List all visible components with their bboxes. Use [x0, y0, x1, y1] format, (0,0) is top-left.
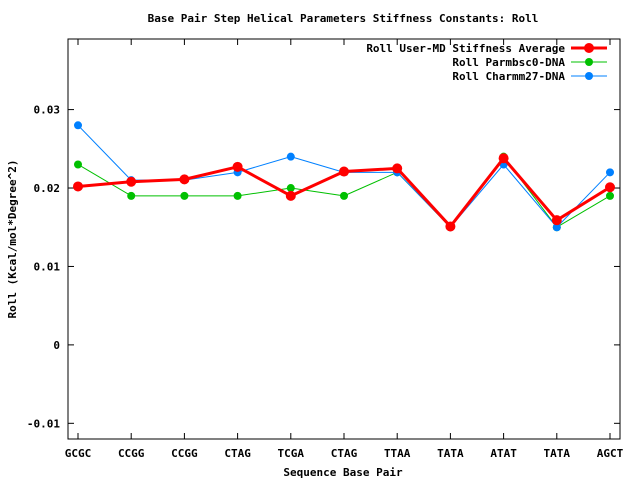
- data-point: [605, 182, 615, 193]
- x-tick-label: CCGG: [171, 447, 198, 460]
- x-tick-label: TCGA: [278, 447, 305, 460]
- x-tick-label: AGCT: [597, 447, 624, 460]
- y-tick-label: 0.02: [34, 182, 61, 195]
- x-tick-label: TATA: [544, 447, 571, 460]
- data-point: [179, 174, 190, 185]
- x-axis-label: Sequence Base Pair: [283, 466, 403, 479]
- data-point: [606, 168, 614, 177]
- x-tick-label: CTAG: [224, 447, 251, 460]
- y-tick-label: -0.01: [27, 417, 60, 430]
- series-layer: [73, 121, 615, 232]
- x-tick-label: TATA: [437, 447, 464, 460]
- x-axis: GCGC CCGG CCGG CTAG TCGA CTAG TTAA TATA ATAT TATA…: [65, 39, 624, 460]
- legend-label: Roll Parmbsc0-DNA: [452, 56, 565, 69]
- data-point: [340, 191, 348, 200]
- data-point: [392, 163, 403, 174]
- x-tick-label: GCGC: [65, 447, 92, 460]
- x-tick-label: ATAT: [490, 447, 517, 460]
- data-point: [551, 215, 562, 226]
- data-point: [552, 223, 561, 232]
- y-axis-label: Roll (Kcal/mol*Degree^2): [6, 160, 19, 319]
- legend-label: Roll Charmm27-DNA: [452, 70, 565, 83]
- legend-swatch-marker: [585, 58, 593, 66]
- data-point: [286, 184, 295, 193]
- data-point: [126, 176, 137, 187]
- data-point: [74, 121, 82, 130]
- x-tick-label: CCGG: [118, 447, 145, 460]
- data-point: [232, 161, 243, 172]
- y-tick-label: 0.01: [34, 260, 61, 273]
- data-point: [180, 191, 189, 200]
- data-point: [606, 191, 614, 200]
- data-point: [286, 152, 295, 161]
- series-0: [73, 153, 615, 232]
- data-point: [285, 190, 296, 201]
- data-point: [498, 153, 509, 164]
- legend-swatch-marker: [585, 72, 593, 80]
- y-axis: -0.01 0 0.01 0.02 0.03: [27, 104, 620, 430]
- data-point: [74, 160, 82, 169]
- data-point: [127, 191, 136, 200]
- data-point: [445, 221, 456, 232]
- y-tick-label: 0.03: [34, 104, 61, 117]
- data-point: [339, 166, 349, 177]
- x-tick-label: TTAA: [384, 447, 411, 460]
- plot-frame: [67, 38, 621, 440]
- y-tick-label: 0: [53, 339, 60, 352]
- legend-swatch-marker: [584, 43, 594, 53]
- legend-label: Roll User-MD Stiffness Average: [366, 42, 565, 55]
- data-point: [73, 181, 83, 192]
- data-point: [233, 191, 242, 200]
- chart-title: Base Pair Step Helical Parameters Stiffn…: [148, 12, 539, 25]
- x-tick-label: CTAG: [331, 447, 358, 460]
